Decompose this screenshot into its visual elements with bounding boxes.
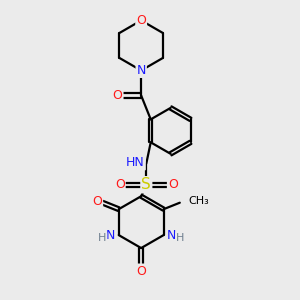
Text: O: O bbox=[136, 14, 146, 27]
Text: S: S bbox=[141, 177, 151, 192]
Text: H: H bbox=[98, 233, 106, 243]
Text: N: N bbox=[136, 64, 146, 77]
Text: O: O bbox=[168, 178, 178, 191]
Text: HN: HN bbox=[126, 157, 145, 169]
Text: O: O bbox=[115, 178, 125, 191]
Text: N: N bbox=[106, 229, 115, 242]
Text: O: O bbox=[136, 265, 146, 278]
Text: O: O bbox=[92, 195, 102, 208]
Text: H: H bbox=[176, 233, 184, 243]
Text: CH₃: CH₃ bbox=[188, 196, 209, 206]
Text: O: O bbox=[113, 89, 122, 102]
Text: N: N bbox=[167, 229, 176, 242]
